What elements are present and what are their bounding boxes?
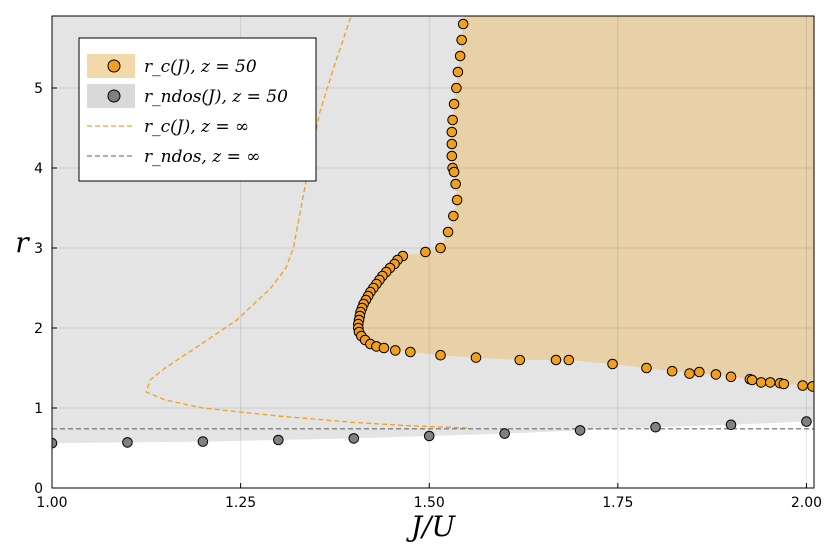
rndos-point [122, 437, 133, 448]
rc-point [457, 18, 469, 30]
legend-box [78, 37, 317, 182]
rc-point [452, 66, 464, 78]
rc-point [470, 352, 482, 363]
rc-point [448, 210, 459, 222]
y-tick-label: 2 [34, 321, 43, 337]
rc-point [451, 194, 463, 206]
rc-point [454, 50, 466, 62]
x-tick-label: 1.25 [225, 495, 256, 511]
rc-point [550, 354, 562, 366]
rc-point [778, 378, 790, 390]
rc-point [684, 368, 695, 379]
x-tick-label: 1.50 [414, 495, 445, 511]
rndos-point [801, 416, 812, 427]
rc-point [435, 242, 446, 254]
rc-point [710, 369, 722, 380]
legend: r_c(J), z = 50 r_ndos(J), z = 50 r_c(J), z… [78, 37, 317, 182]
y-tick-label: 0 [34, 481, 43, 497]
y-axis-label: r [15, 226, 30, 259]
rc-point [641, 362, 652, 374]
orange-region [358, 16, 814, 387]
rndos-point [423, 430, 435, 442]
rc-point [442, 226, 454, 238]
rndos-point [273, 434, 284, 446]
rndos-point [574, 425, 586, 436]
rc-point [378, 342, 390, 354]
rc-point [755, 377, 767, 388]
legend-label: r_c(J), z = ∞ [144, 117, 249, 137]
legend-marker [107, 89, 121, 103]
y-tick-label: 5 [34, 81, 43, 97]
rndos-point [499, 428, 510, 439]
rc-point [764, 377, 776, 388]
rc-point [450, 178, 461, 190]
rc-point [563, 354, 575, 366]
y-tick-label: 3 [34, 241, 43, 257]
x-tick-label: 1.00 [36, 495, 67, 511]
rc-point [666, 365, 678, 377]
rc-point [405, 346, 416, 358]
x-tick-label: 1.75 [602, 495, 633, 511]
rc-point [456, 34, 467, 46]
axes [51, 15, 815, 489]
rndos-point [348, 433, 360, 444]
rc-point [448, 98, 460, 110]
rc-point [389, 345, 401, 356]
x-tick-label: 2.00 [791, 495, 822, 511]
x-axis-label: J/U [406, 510, 457, 543]
rc-point [725, 371, 737, 383]
rc-point [746, 374, 758, 386]
rc-point [607, 358, 618, 370]
legend-label: r_ndos, z = ∞ [144, 147, 260, 167]
rndos-point [725, 419, 737, 431]
rc-point [514, 354, 526, 366]
axes-frame [51, 15, 815, 489]
rc-point [446, 150, 458, 162]
rc-point [451, 82, 462, 94]
rndos-point [197, 436, 209, 447]
rc-point [435, 349, 446, 361]
legend-label: r_ndos(J), z = 50 [144, 87, 288, 107]
rc-point [446, 138, 458, 150]
data-points [52, 6, 814, 449]
rc-point [420, 246, 431, 258]
rc-point [807, 381, 814, 392]
legend-marker [107, 59, 121, 73]
rndos-point [650, 421, 661, 433]
rc-point [446, 126, 458, 138]
rc-point [447, 114, 458, 126]
rc-point [448, 166, 460, 178]
rc-point [694, 366, 705, 378]
y-tick-label: 1 [34, 401, 43, 417]
rc-point [461, 6, 471, 16]
y-tick-label: 4 [34, 161, 43, 177]
rc-point [797, 380, 808, 391]
tick-labels: 1.00 1.25 1.50 1.75 2.00 0 1 2 3 4 5 [34, 81, 822, 511]
legend-label: r_c(J), z = 50 [144, 57, 257, 77]
